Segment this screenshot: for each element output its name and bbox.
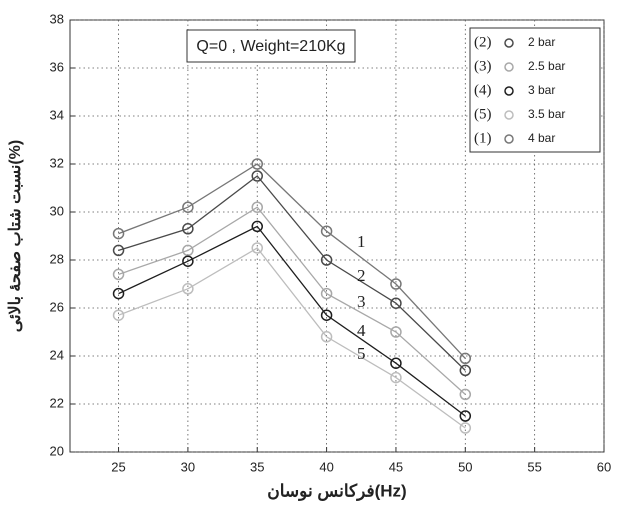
x-tick-label: 60 <box>597 459 611 474</box>
data-point <box>182 244 194 257</box>
x-tick-label: 35 <box>250 459 264 474</box>
legend-tag: (5) <box>474 106 492 122</box>
y-tick-label: 24 <box>50 347 64 362</box>
x-tick-label: 30 <box>181 459 195 474</box>
data-point <box>320 287 333 300</box>
data-point <box>320 309 333 321</box>
y-tick-label: 32 <box>50 155 64 170</box>
data-point <box>390 357 402 369</box>
title-box <box>186 29 356 63</box>
y-tick-label: 36 <box>50 59 64 74</box>
data-point <box>459 410 472 422</box>
data-point <box>251 201 263 213</box>
x-tick-label: 55 <box>527 459 541 474</box>
y-tick-label: 38 <box>50 11 64 26</box>
x-tick-label: 25 <box>111 459 125 474</box>
y-tick-label: 28 <box>50 251 64 266</box>
data-point <box>320 331 333 343</box>
series-line <box>118 247 466 429</box>
legend-tag: (4) <box>474 82 492 98</box>
x-tick-label: 45 <box>389 459 403 474</box>
data-point <box>459 388 472 401</box>
data-point <box>320 225 333 237</box>
data-point <box>459 352 472 365</box>
legend-box <box>469 27 601 153</box>
legend-tag: (2) <box>474 34 492 50</box>
series-line <box>118 206 466 395</box>
curve-label: 4 <box>357 321 366 340</box>
legend-marker <box>504 134 514 144</box>
data-point <box>390 297 402 309</box>
data-point <box>251 220 263 233</box>
legend-label: 2 bar <box>528 35 555 49</box>
y-tick-label: 30 <box>50 203 64 218</box>
legend-label: 4 bar <box>528 131 555 145</box>
series-line <box>118 175 466 371</box>
y-axis-label: نسبت شتاب صفحهٔ بالائی(%) <box>7 140 24 333</box>
data-point <box>459 364 472 377</box>
curve-label: 1 <box>357 232 366 251</box>
data-point <box>182 255 194 267</box>
series-line <box>118 163 466 359</box>
data-point <box>112 268 125 281</box>
legend-marker <box>504 62 514 72</box>
legend-label: 3 bar <box>528 83 555 97</box>
legend-tag: (1) <box>474 130 492 146</box>
data-point <box>112 309 125 321</box>
data-point <box>390 326 402 338</box>
legend-label: 3.5 bar <box>528 107 565 121</box>
data-point <box>182 223 194 235</box>
y-tick-label: 20 <box>50 443 64 458</box>
x-tick-label: 50 <box>458 459 472 474</box>
legend-marker <box>504 86 514 96</box>
data-point <box>251 158 263 170</box>
x-tick-label: 40 <box>319 459 333 474</box>
legend-label: 2.5 bar <box>528 59 565 73</box>
chart-title: Q=0 , Weight=210Kg <box>196 38 345 55</box>
data-point <box>112 287 125 300</box>
y-tick-label: 22 <box>50 395 64 410</box>
data-point <box>112 244 125 257</box>
curve-label: 3 <box>357 292 366 311</box>
legend-tag: (3) <box>474 58 492 74</box>
data-point <box>390 371 402 384</box>
data-point <box>251 242 263 254</box>
data-point <box>112 227 125 240</box>
y-tick-label: 34 <box>50 107 64 122</box>
data-point <box>251 170 263 182</box>
data-point <box>390 278 402 290</box>
data-point <box>320 254 333 266</box>
data-point <box>459 422 472 434</box>
x-axis-label: فرکانس نوسان(Hz) <box>267 481 406 501</box>
legend-marker <box>504 110 514 120</box>
curve-label: 5 <box>357 344 366 363</box>
curve-label: 2 <box>357 266 366 285</box>
legend-marker <box>504 38 514 48</box>
y-tick-label: 26 <box>50 299 64 314</box>
series-line <box>118 225 466 417</box>
data-point <box>182 201 194 213</box>
data-point <box>182 283 194 295</box>
